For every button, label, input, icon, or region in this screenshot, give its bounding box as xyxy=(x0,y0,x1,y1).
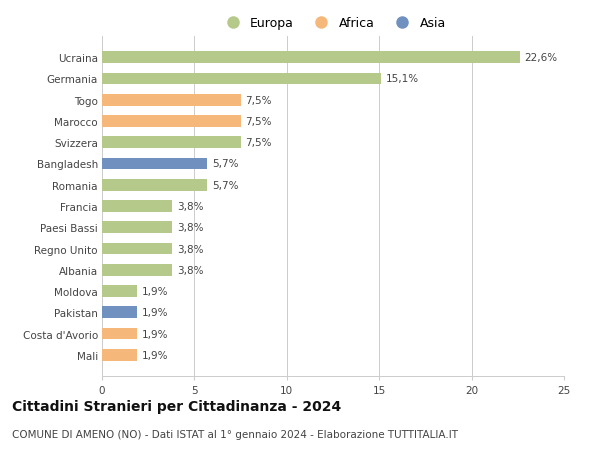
Legend: Europa, Africa, Asia: Europa, Africa, Asia xyxy=(215,12,451,35)
Text: 1,9%: 1,9% xyxy=(142,308,168,318)
Bar xyxy=(102,328,137,340)
Text: 7,5%: 7,5% xyxy=(245,117,272,127)
Text: 1,9%: 1,9% xyxy=(142,286,168,297)
Text: 5,7%: 5,7% xyxy=(212,159,238,169)
Bar xyxy=(102,285,137,297)
Bar xyxy=(102,307,137,319)
Bar xyxy=(102,201,172,213)
Text: 3,8%: 3,8% xyxy=(177,202,203,212)
Bar xyxy=(102,179,208,191)
Text: 7,5%: 7,5% xyxy=(245,138,272,148)
Text: 3,8%: 3,8% xyxy=(177,223,203,233)
Text: 1,9%: 1,9% xyxy=(142,329,168,339)
Text: COMUNE DI AMENO (NO) - Dati ISTAT al 1° gennaio 2024 - Elaborazione TUTTITALIA.I: COMUNE DI AMENO (NO) - Dati ISTAT al 1° … xyxy=(12,429,458,439)
Text: 3,8%: 3,8% xyxy=(177,244,203,254)
Text: 5,7%: 5,7% xyxy=(212,180,238,190)
Bar xyxy=(102,137,241,149)
Bar xyxy=(102,243,172,255)
Bar xyxy=(102,73,381,85)
Bar xyxy=(102,349,137,361)
Bar xyxy=(102,264,172,276)
Bar xyxy=(102,222,172,234)
Text: 7,5%: 7,5% xyxy=(245,95,272,106)
Bar xyxy=(102,52,520,64)
Text: Cittadini Stranieri per Cittadinanza - 2024: Cittadini Stranieri per Cittadinanza - 2… xyxy=(12,399,341,413)
Bar xyxy=(102,158,208,170)
Text: 3,8%: 3,8% xyxy=(177,265,203,275)
Bar xyxy=(102,116,241,128)
Bar xyxy=(102,95,241,106)
Text: 1,9%: 1,9% xyxy=(142,350,168,360)
Text: 15,1%: 15,1% xyxy=(386,74,419,84)
Text: 22,6%: 22,6% xyxy=(524,53,557,63)
